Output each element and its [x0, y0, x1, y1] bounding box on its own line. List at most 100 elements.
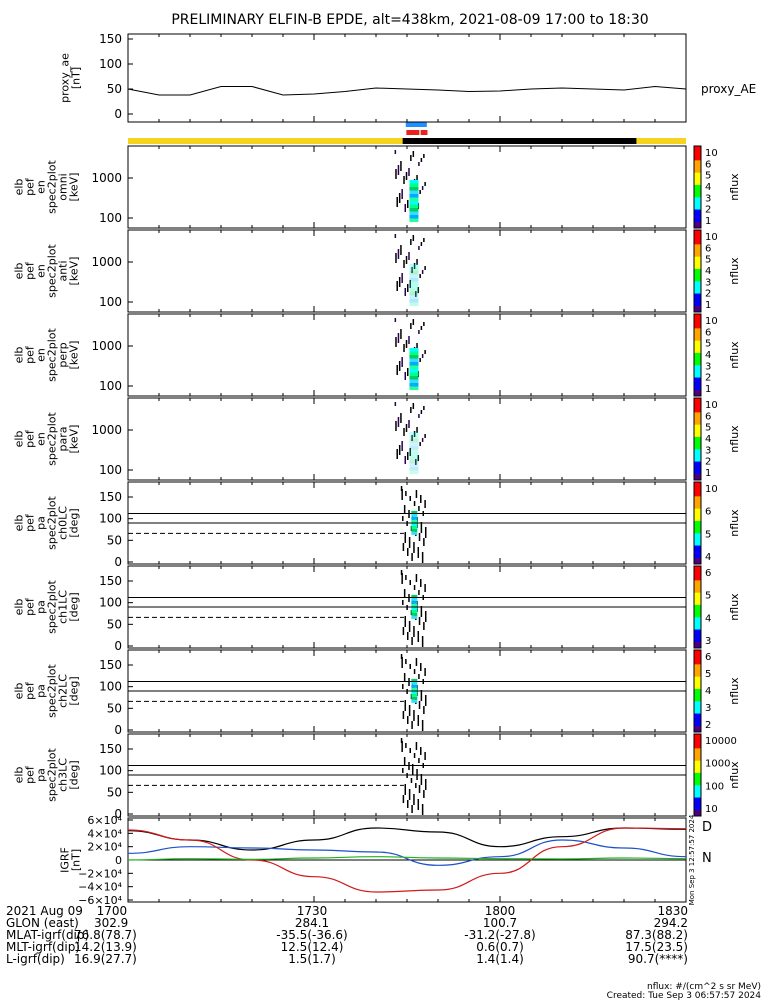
colorbar-segment — [694, 166, 701, 170]
spec-streak — [421, 270, 424, 274]
colorbar-segment — [694, 582, 701, 585]
pa-streak — [413, 501, 416, 506]
colorbar-segment — [694, 535, 701, 538]
colorbar-segment — [694, 727, 701, 731]
pa-streak — [417, 547, 420, 558]
pa-core-cell — [411, 612, 418, 616]
colorbar-segment — [694, 373, 701, 376]
spec-core-cell — [409, 302, 419, 306]
colorbar-segment — [694, 543, 701, 547]
colorbar-segment — [694, 457, 701, 460]
colorbar-segment — [694, 242, 701, 245]
spec-streak — [413, 431, 416, 437]
colorbar-segment — [694, 238, 701, 241]
spec-core-cell — [409, 187, 419, 191]
spec-streak — [412, 151, 415, 157]
colorbar-segment — [694, 590, 701, 594]
colorbar-segment — [694, 402, 701, 405]
pa-streak — [408, 594, 410, 602]
colorbar-segment — [694, 594, 701, 598]
y-tick-label: 50 — [107, 82, 122, 96]
pa-streak — [423, 790, 425, 798]
colorbar-segment — [694, 756, 701, 760]
y-tick-label: 0 — [114, 639, 122, 653]
y-axis-label-line: pef — [24, 597, 37, 616]
colorbar-tick-label: 10 — [705, 400, 718, 411]
pa-core-cell — [411, 525, 418, 529]
colorbar-segment — [694, 490, 701, 493]
colorbar-segment — [694, 148, 701, 151]
colorbar-segment — [694, 414, 701, 417]
colorbar-tick-label: 1 — [705, 468, 711, 479]
colorbar-segment — [694, 475, 701, 479]
spec-streak — [398, 277, 401, 287]
spec-streak — [398, 361, 401, 371]
footer-value: 1730 — [296, 904, 328, 918]
colorbar-segment — [694, 256, 701, 260]
y-axis-label-line: [keV] — [68, 257, 81, 286]
y-tick-label: 0 — [114, 723, 122, 737]
colorbar-segment — [694, 682, 701, 686]
pa-streak — [417, 799, 420, 810]
pa-streak — [405, 743, 407, 748]
spec-core-cell — [409, 463, 419, 467]
colorbar-segment — [694, 293, 701, 297]
footer-value: 14.2(13.9) — [74, 940, 137, 954]
pa-streak — [418, 785, 421, 793]
colorbar-segment — [694, 504, 701, 508]
pa-streak — [423, 706, 425, 714]
colorbar-segment — [694, 688, 701, 692]
colorbar-tick-label: 6 — [705, 568, 711, 579]
pa-streak — [402, 600, 404, 605]
colorbar-segment — [694, 369, 701, 372]
colorbar-segment — [694, 260, 701, 264]
colorbar-segment — [694, 631, 701, 635]
colorbar-tick-label: 10 — [705, 484, 718, 495]
colorbar-tick-label: 100 — [705, 781, 724, 792]
pa-streak — [401, 657, 403, 668]
pa-streak — [421, 720, 424, 731]
colorbar-segment — [694, 619, 701, 622]
colorbar-segment — [694, 613, 701, 616]
colorbar-segment — [694, 766, 701, 770]
colorbar-segment — [694, 502, 701, 506]
pa-streak — [413, 585, 416, 590]
pa-streak — [401, 489, 403, 500]
colorbar-segment — [694, 428, 701, 432]
pa-streak — [411, 805, 413, 813]
pa-core-cell — [411, 522, 418, 526]
pa-streak — [423, 538, 425, 546]
spec-streak — [408, 168, 410, 176]
colorbar-segment — [694, 643, 701, 647]
colorbar-segment — [694, 162, 701, 165]
spec-core-cell — [409, 285, 419, 289]
y-tick-label: −2×10⁴ — [78, 867, 122, 880]
colorbar-segment — [694, 385, 701, 389]
spec-streak — [410, 323, 412, 329]
pa-streak — [415, 783, 417, 788]
colorbar-segment — [694, 742, 701, 745]
colorbar-segment — [694, 635, 701, 639]
y-tick-label: 1000 — [91, 339, 122, 353]
colorbar-segment — [694, 379, 701, 383]
y-axis-label-line: proxy_ae — [59, 53, 72, 103]
y-tick-label: 100 — [99, 596, 122, 610]
y-tick-label: 150 — [99, 32, 122, 46]
colorbar-segment — [694, 611, 701, 614]
colorbar-segment — [694, 711, 701, 715]
pa-streak — [418, 701, 421, 709]
spec-core-cell — [409, 376, 419, 380]
colorbar-segment — [694, 758, 701, 762]
colorbar-segment — [694, 203, 701, 206]
colorbar-segment — [694, 494, 701, 497]
igrf-north-line — [127, 856, 687, 861]
colorbar-segment — [694, 400, 701, 403]
colorbar-label: nflux — [728, 509, 741, 537]
footer-row-label: L-igrf(dip) — [6, 952, 65, 966]
colorbar-segment — [694, 469, 701, 473]
spec-streak — [407, 452, 409, 460]
colorbar-segment — [694, 254, 701, 258]
pa-core-cell — [411, 678, 418, 682]
